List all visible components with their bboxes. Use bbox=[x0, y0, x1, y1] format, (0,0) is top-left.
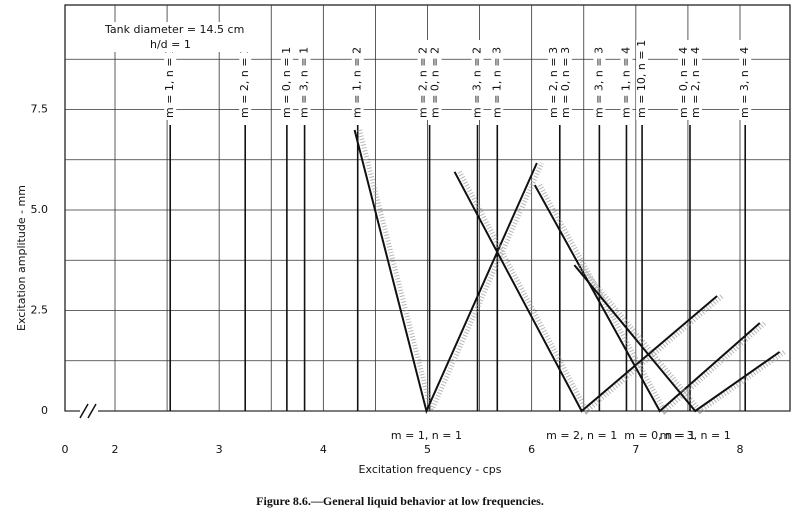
series-label: m = 2, n = 1 bbox=[546, 429, 617, 442]
mode-label-bg bbox=[298, 40, 311, 120]
mode-label-bg bbox=[636, 40, 649, 120]
mode-label: m = 3, n = 2 bbox=[471, 47, 484, 118]
annotation: h/d = 1 bbox=[150, 38, 191, 51]
y-axis-label: Excitation amplitude - mm bbox=[15, 185, 28, 331]
series-line bbox=[573, 264, 781, 413]
mode-label: m = 10, n = 1 bbox=[635, 40, 648, 118]
mode-label-bg bbox=[429, 40, 442, 120]
plot: 2 3 4 5 6 7 8 0 2.5 5.0 7.5 m = 1, n = 1 m = 2, n = … bbox=[31, 4, 791, 456]
mode-label: m = 2, n = 3 bbox=[547, 47, 560, 118]
x-origin-label: 0 bbox=[62, 443, 69, 456]
mode-label: m = 1, n = 3 bbox=[490, 47, 503, 118]
mode-label-bg bbox=[417, 40, 430, 120]
x-tick-label: 7 bbox=[632, 443, 639, 456]
series-shading bbox=[457, 170, 724, 415]
mode-label-bg bbox=[547, 40, 560, 120]
y-tick-label: 2.5 bbox=[31, 304, 49, 317]
x-tick-label: 6 bbox=[528, 443, 535, 456]
mode-label-bg bbox=[690, 40, 702, 120]
mode-label-bg bbox=[739, 40, 752, 120]
series-shading bbox=[357, 129, 545, 419]
x-tick-label: 4 bbox=[320, 443, 327, 456]
mode-label: m = 3, n = 3 bbox=[592, 47, 605, 118]
series-shading bbox=[537, 183, 767, 415]
mode-label-bg bbox=[559, 40, 572, 120]
mode-label: m = 3, n = 4 bbox=[738, 47, 751, 118]
axis-break bbox=[79, 403, 89, 419]
mode-label: m = 0, n = 3 bbox=[559, 47, 572, 118]
x-tick-label: 3 bbox=[216, 443, 223, 456]
mode-label-bg bbox=[620, 40, 633, 120]
mode-label: m = 2, n = 2 bbox=[417, 47, 430, 118]
axis-break bbox=[87, 403, 97, 419]
x-axis-label: Excitation frequency - cps bbox=[359, 463, 502, 476]
series-line bbox=[453, 171, 718, 413]
y-tick-label: 5.0 bbox=[31, 203, 49, 216]
series-shading bbox=[577, 263, 787, 415]
mode-label: m = 1, n = 4 bbox=[619, 47, 632, 118]
mode-label: m = 0, n = 2 bbox=[429, 47, 442, 118]
x-tick-label: 8 bbox=[737, 443, 744, 456]
mode-label-bg bbox=[471, 40, 484, 120]
annotation-box bbox=[100, 22, 248, 52]
x-tick-label: 5 bbox=[424, 443, 431, 456]
mode-label: m = 2, n = 4 bbox=[689, 47, 702, 118]
mode-label-bg bbox=[678, 40, 690, 120]
x-tick-label: 2 bbox=[112, 443, 119, 456]
mode-label-bg bbox=[164, 40, 177, 120]
mode-label: m = 0, n = 1 bbox=[280, 47, 293, 118]
mode-label-bg bbox=[280, 40, 293, 120]
mode-label: m = 1, n = 2 bbox=[351, 47, 364, 118]
mode-label: m = 0, n = 4 bbox=[677, 47, 690, 118]
series-label: m = 1, n = 1 bbox=[391, 429, 462, 442]
mode-label: m = 3, n = 1 bbox=[298, 47, 311, 118]
y-tick-label: 0 bbox=[41, 404, 48, 417]
mode-label-bg bbox=[491, 40, 504, 120]
caption: Figure 8.6.—General liquid behavior at l… bbox=[256, 494, 544, 508]
mode-label-bg bbox=[593, 40, 606, 120]
series-label: m = 0, n = 1 bbox=[624, 429, 695, 442]
y-tick-label: 7.5 bbox=[31, 103, 49, 116]
series-line bbox=[533, 184, 761, 413]
mode-label: m = 1, n = 1 bbox=[163, 47, 176, 118]
series-label: m = 3, n = 1 bbox=[660, 429, 731, 442]
mode-label: m = 2, n = 1 bbox=[238, 47, 251, 118]
mode-label-bg bbox=[239, 40, 252, 120]
mode-label-bg bbox=[351, 40, 364, 120]
annotation: Tank diameter = 14.5 cm bbox=[104, 23, 244, 36]
